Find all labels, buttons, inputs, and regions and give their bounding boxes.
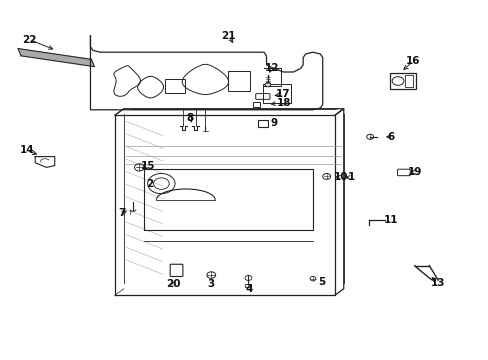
Text: 3: 3 <box>207 279 214 289</box>
Text: 14: 14 <box>20 145 34 156</box>
Text: 7: 7 <box>118 208 126 218</box>
Text: 1: 1 <box>347 172 354 183</box>
Text: 8: 8 <box>186 113 193 123</box>
Bar <box>389 73 415 89</box>
Circle shape <box>264 82 270 87</box>
Bar <box>404 75 412 87</box>
Text: 22: 22 <box>22 35 37 45</box>
Text: 18: 18 <box>276 98 290 108</box>
Text: 12: 12 <box>264 63 279 73</box>
Polygon shape <box>18 49 94 67</box>
Bar <box>253 102 260 107</box>
Text: 11: 11 <box>383 215 398 225</box>
Text: 6: 6 <box>387 132 394 142</box>
Text: 20: 20 <box>166 279 181 289</box>
Text: 13: 13 <box>429 278 444 288</box>
Text: 21: 21 <box>221 31 236 41</box>
Text: 4: 4 <box>245 284 253 294</box>
Bar <box>165 79 184 93</box>
Text: 15: 15 <box>141 161 155 171</box>
Text: 5: 5 <box>318 276 325 287</box>
Text: 16: 16 <box>405 56 420 66</box>
Bar <box>245 284 251 287</box>
Text: 9: 9 <box>270 118 277 128</box>
Text: 2: 2 <box>146 179 153 189</box>
Text: 19: 19 <box>407 167 421 177</box>
Text: 10: 10 <box>333 172 348 183</box>
Text: 17: 17 <box>276 89 290 99</box>
Bar <box>227 71 249 91</box>
Bar <box>263 84 291 103</box>
Bar <box>258 120 267 127</box>
